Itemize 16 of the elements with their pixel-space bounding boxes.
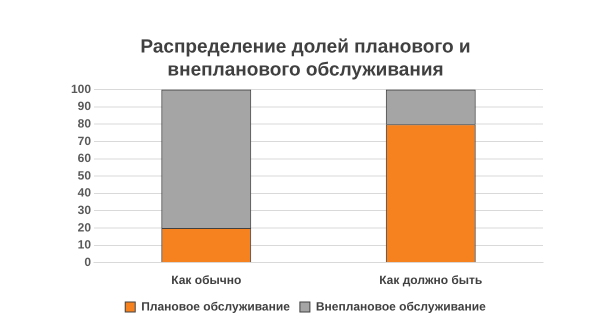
- y-tick-label: 40: [78, 186, 92, 200]
- legend-label: Внеплановое обслуживание: [316, 299, 486, 314]
- y-tick-label: 80: [78, 116, 92, 131]
- y-tick-label: 0: [84, 254, 92, 269]
- x-tick-label: Как должно быть: [379, 273, 482, 288]
- chart-title: Распределение долей планового и внепланового обслуживания: [140, 36, 471, 80]
- legend-label: Плановое обслуживание: [141, 299, 290, 314]
- y-tick-label: 20: [78, 220, 92, 234]
- y-tick-label: 90: [78, 99, 92, 114]
- y-tick-label: 10: [78, 238, 92, 252]
- y-tick-label: 100: [70, 82, 92, 96]
- y-tick-label: 60: [78, 151, 92, 166]
- y-tick-label: 50: [78, 168, 92, 182]
- y-tick-label: 70: [78, 134, 92, 148]
- y-tick-label: 30: [78, 203, 92, 218]
- x-tick-label: Как обычно: [171, 273, 242, 288]
